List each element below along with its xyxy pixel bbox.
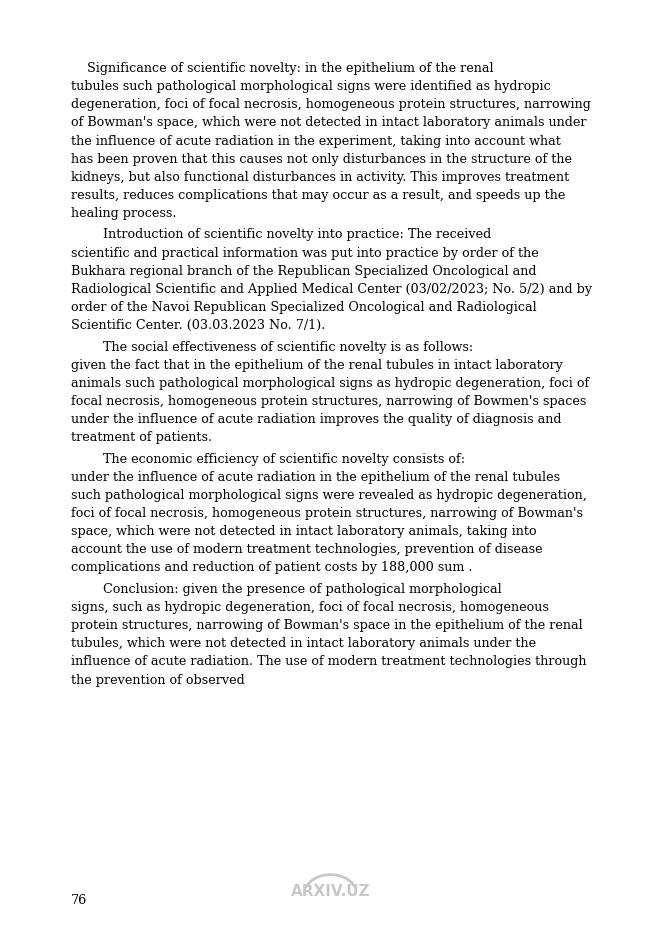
Text: of Bowman's space, which were not detected in intact laboratory animals under: of Bowman's space, which were not detect… xyxy=(71,117,586,129)
Text: given the fact that in the epithelium of the renal tubules in intact laboratory: given the fact that in the epithelium of… xyxy=(71,359,563,372)
Text: tubules such pathological morphological signs were identified as hydropic: tubules such pathological morphological … xyxy=(71,80,551,94)
Text: influence of acute radiation. The use of modern treatment technologies through: influence of acute radiation. The use of… xyxy=(71,655,586,669)
Text: The social effectiveness of scientific novelty is as follows:: The social effectiveness of scientific n… xyxy=(71,340,473,353)
Text: focal necrosis, homogeneous protein structures, narrowing of Bowmen's spaces: focal necrosis, homogeneous protein stru… xyxy=(71,395,586,408)
Text: the influence of acute radiation in the experiment, taking into account what: the influence of acute radiation in the … xyxy=(71,135,561,148)
Text: under the influence of acute radiation improves the quality of diagnosis and: under the influence of acute radiation i… xyxy=(71,413,561,426)
Text: order of the Navoi Republican Specialized Oncological and Radiological: order of the Navoi Republican Specialize… xyxy=(71,301,537,314)
Text: account the use of modern treatment technologies, prevention of disease: account the use of modern treatment tech… xyxy=(71,543,543,556)
Text: protein structures, narrowing of Bowman's space in the epithelium of the renal: protein structures, narrowing of Bowman'… xyxy=(71,619,583,632)
Text: under the influence of acute radiation in the epithelium of the renal tubules: under the influence of acute radiation i… xyxy=(71,470,560,483)
Text: kidneys, but also functional disturbances in activity. This improves treatment: kidneys, but also functional disturbance… xyxy=(71,171,569,184)
Text: Bukhara regional branch of the Republican Specialized Oncological and: Bukhara regional branch of the Republica… xyxy=(71,265,537,278)
Text: scientific and practical information was put into practice by order of the: scientific and practical information was… xyxy=(71,247,539,260)
Text: foci of focal necrosis, homogeneous protein structures, narrowing of Bowman's: foci of focal necrosis, homogeneous prot… xyxy=(71,507,583,520)
Text: Scientific Center. (03.03.2023 No. 7/1).: Scientific Center. (03.03.2023 No. 7/1). xyxy=(71,319,325,332)
Text: complications and reduction of patient costs by 188,000 sum .: complications and reduction of patient c… xyxy=(71,562,473,574)
Text: Conclusion: given the presence of pathological morphological: Conclusion: given the presence of pathol… xyxy=(71,583,502,596)
Text: animals such pathological morphological signs as hydropic degeneration, foci of: animals such pathological morphological … xyxy=(71,377,589,390)
Text: signs, such as hydropic degeneration, foci of focal necrosis, homogeneous: signs, such as hydropic degeneration, fo… xyxy=(71,601,549,614)
Text: ARXIV.UZ: ARXIV.UZ xyxy=(291,885,370,899)
Text: has been proven that this causes not only disturbances in the structure of the: has been proven that this causes not onl… xyxy=(71,152,572,165)
Text: 76: 76 xyxy=(71,894,87,907)
Text: healing process.: healing process. xyxy=(71,208,176,220)
Text: the prevention of observed: the prevention of observed xyxy=(71,673,245,686)
Text: Significance of scientific novelty: in the epithelium of the renal: Significance of scientific novelty: in t… xyxy=(71,62,494,75)
Text: treatment of patients.: treatment of patients. xyxy=(71,431,212,444)
Text: The economic efficiency of scientific novelty consists of:: The economic efficiency of scientific no… xyxy=(71,453,465,466)
Text: Introduction of scientific novelty into practice: The received: Introduction of scientific novelty into … xyxy=(71,228,491,241)
Text: results, reduces complications that may occur as a result, and speeds up the: results, reduces complications that may … xyxy=(71,189,565,202)
Text: tubules, which were not detected in intact laboratory animals under the: tubules, which were not detected in inta… xyxy=(71,638,536,650)
Text: Radiological Scientific and Applied Medical Center (03/02/2023; No. 5/2) and by: Radiological Scientific and Applied Medi… xyxy=(71,283,592,296)
Text: degeneration, foci of focal necrosis, homogeneous protein structures, narrowing: degeneration, foci of focal necrosis, ho… xyxy=(71,98,591,111)
Text: such pathological morphological signs were revealed as hydropic degeneration,: such pathological morphological signs we… xyxy=(71,489,587,502)
Text: space, which were not detected in intact laboratory animals, taking into: space, which were not detected in intact… xyxy=(71,525,537,539)
